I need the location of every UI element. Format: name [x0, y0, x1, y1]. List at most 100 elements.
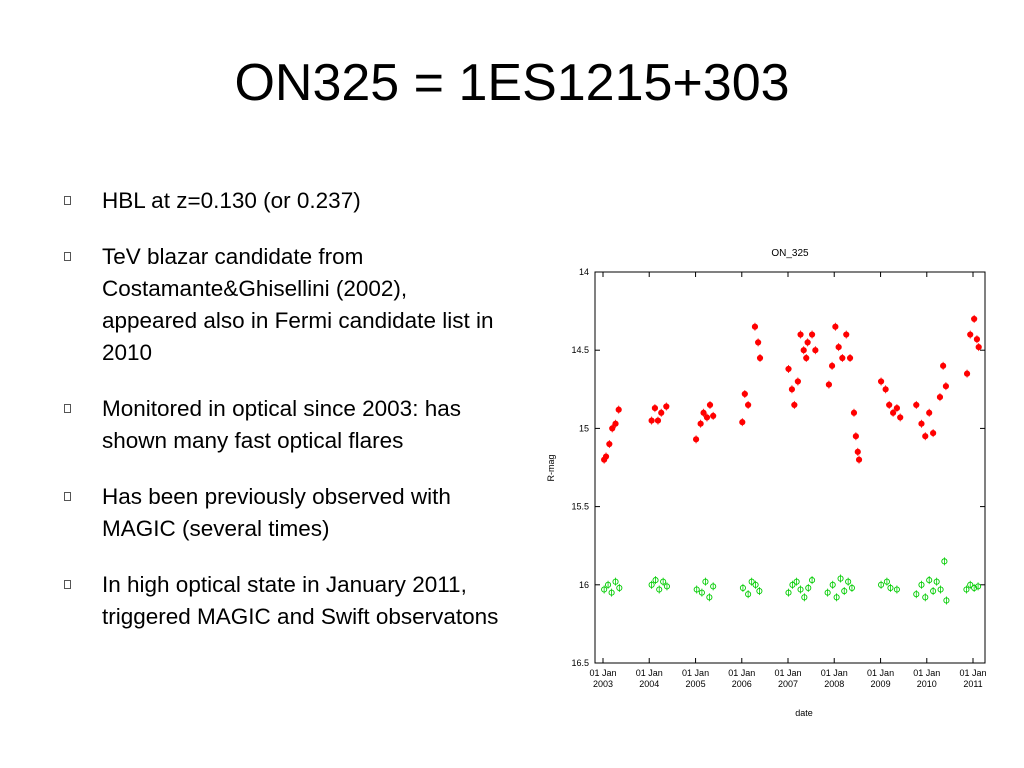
y-axis-label: R-mag [546, 454, 556, 481]
data-point [663, 403, 670, 410]
data-point [967, 331, 974, 338]
data-point [943, 597, 950, 604]
data-point [794, 378, 801, 385]
data-point [702, 578, 709, 585]
bullet-text: TeV blazar candidate from Costamante&Ghi… [102, 244, 494, 365]
x-tick-label: 01 Jan [682, 668, 709, 678]
data-point [608, 589, 615, 596]
x-tick-label: 01 Jan [867, 668, 894, 678]
data-point [755, 339, 762, 346]
y-tick-label: 14 [579, 267, 589, 277]
data-point [846, 354, 854, 362]
data-point [797, 586, 804, 593]
data-point [612, 420, 619, 427]
data-point [971, 584, 978, 591]
data-point [739, 419, 746, 426]
data-point [942, 383, 950, 390]
data-point [829, 581, 836, 588]
x-tick-label: 2010 [917, 679, 937, 689]
data-point [930, 588, 937, 595]
bullet-text: In high optical state in January 2011, t… [102, 572, 499, 629]
data-point [913, 591, 920, 598]
data-point [739, 584, 746, 591]
y-tick-label: 15.5 [571, 502, 589, 512]
data-point [930, 429, 937, 437]
data-point [706, 401, 714, 409]
data-point [936, 394, 944, 401]
data-point [973, 336, 981, 343]
x-tick-label: 01 Jan [589, 668, 616, 678]
data-point [804, 339, 811, 346]
data-point [756, 588, 763, 595]
data-point [825, 381, 833, 388]
y-tick-label: 16 [579, 580, 589, 590]
y-tick-label: 16.5 [571, 658, 589, 668]
data-point [835, 343, 842, 351]
x-tick-label: 01 Jan [774, 668, 801, 678]
data-point [839, 354, 846, 362]
bullet-item: Has been previously observed with MAGIC … [62, 481, 502, 545]
data-point [877, 378, 885, 385]
data-point [748, 578, 755, 585]
x-tick-label: 2009 [871, 679, 891, 689]
data-point [812, 347, 819, 354]
x-tick-label: 01 Jan [959, 668, 986, 678]
data-point [854, 448, 861, 455]
data-point [809, 577, 816, 584]
data-point [788, 386, 796, 393]
data-point [967, 581, 974, 588]
data-point [937, 586, 944, 593]
data-point [940, 362, 947, 369]
bullet-text: Monitored in optical since 2003: has sho… [102, 396, 461, 453]
data-point [601, 586, 608, 593]
data-point [832, 323, 839, 330]
data-point [800, 347, 807, 354]
data-point [648, 417, 655, 424]
bullet-item: Monitored in optical since 2003: has sho… [62, 393, 502, 457]
data-point [913, 401, 920, 409]
plot-frame [594, 271, 986, 664]
x-tick-label: 2008 [824, 679, 844, 689]
bullet-marker-icon [64, 580, 71, 589]
data-point [828, 362, 836, 369]
data-point [745, 591, 752, 598]
data-series [601, 314, 982, 605]
x-tick-label: 01 Jan [913, 668, 940, 678]
data-point [741, 390, 748, 398]
data-point [663, 583, 670, 590]
data-point [615, 406, 622, 413]
data-point [803, 354, 810, 362]
x-tick-label: 01 Jan [728, 668, 755, 678]
data-point [706, 594, 713, 601]
data-point [926, 409, 933, 416]
slide-title: ON325 = 1ES1215+303 [234, 54, 790, 112]
data-point [837, 575, 844, 582]
data-point [887, 584, 894, 591]
data-point [648, 581, 655, 588]
x-tick-label: 2011 [963, 679, 982, 689]
data-point [918, 581, 925, 588]
data-point [933, 578, 940, 585]
bullet-item: HBL at z=0.130 (or 0.237) [62, 185, 502, 217]
x-tick-label: 2005 [686, 679, 706, 689]
data-point [843, 331, 850, 338]
bullet-text: HBL at z=0.130 (or 0.237) [102, 188, 361, 213]
data-point [941, 558, 948, 565]
data-point [971, 315, 978, 323]
data-point [975, 583, 982, 590]
data-point [609, 425, 616, 432]
y-tick-label: 14.5 [571, 345, 589, 355]
data-point [878, 581, 885, 588]
x-tick-label: 2006 [732, 679, 752, 689]
data-point [850, 409, 858, 416]
data-point [797, 331, 804, 338]
data-point [606, 440, 613, 448]
data-point [805, 584, 812, 591]
data-point [893, 404, 901, 412]
data-point [808, 331, 816, 338]
data-point [751, 323, 759, 330]
data-point [922, 594, 929, 601]
bullet-marker-icon [64, 492, 71, 501]
data-point [658, 409, 665, 416]
x-tick-label: 2004 [639, 679, 659, 689]
